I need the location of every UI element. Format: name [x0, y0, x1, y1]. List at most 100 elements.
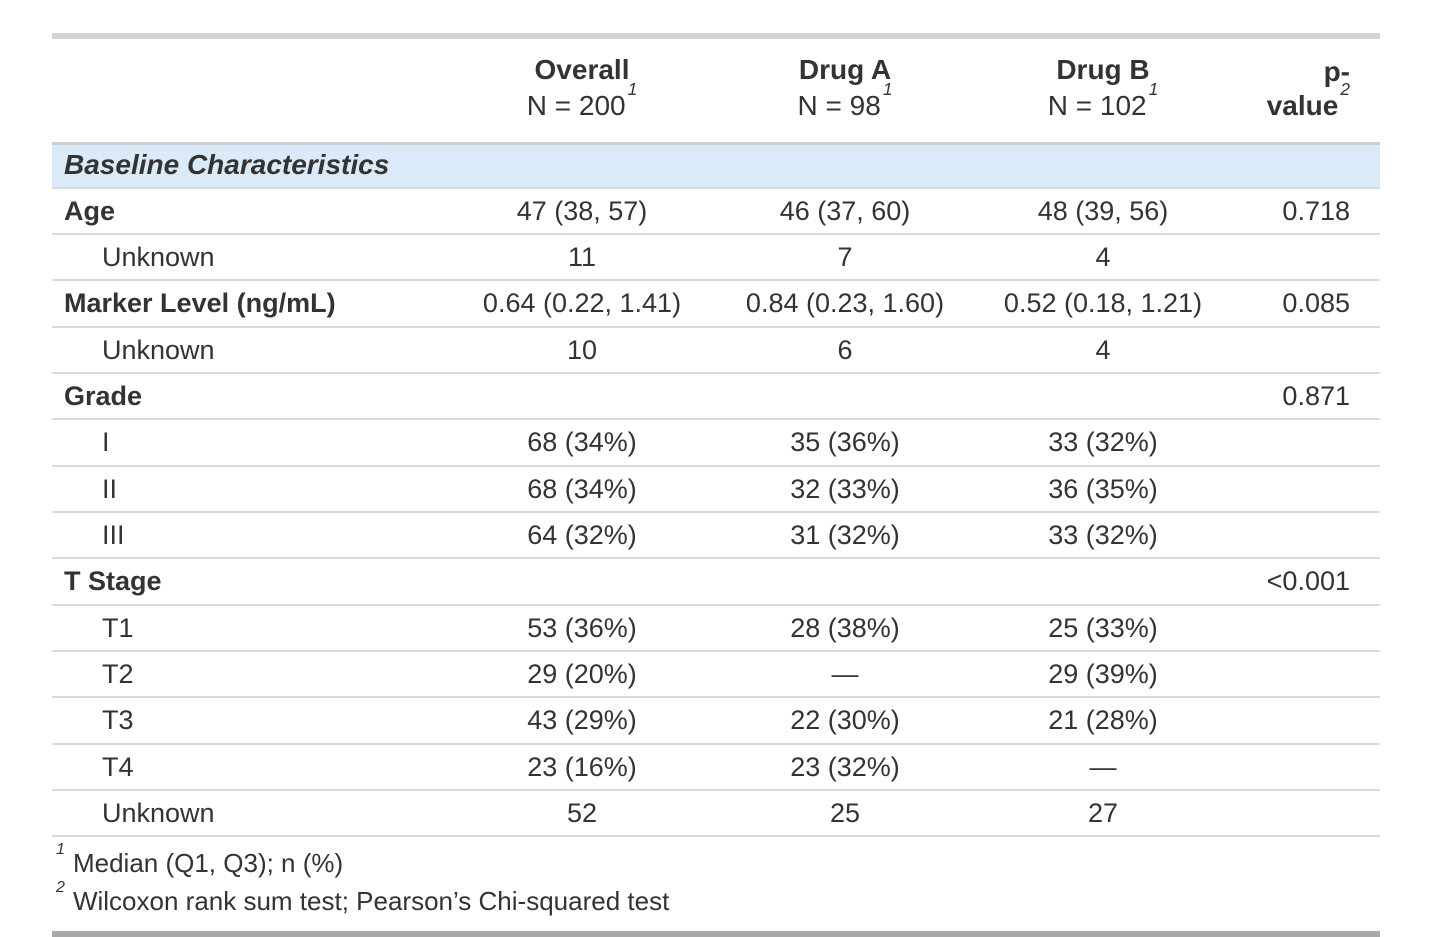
column-n: N = 1021 — [1047, 78, 1159, 121]
header-empty-cell — [52, 36, 440, 146]
table-row: Marker Level (ng/mL) 0.64 (0.22, 1.41) 0… — [52, 280, 1380, 328]
section-header-row: Baseline Characteristics — [52, 143, 1380, 189]
cell-drug-b: 33 (32%) — [966, 511, 1240, 560]
column-header-overall: Overall N = 2001 — [440, 36, 724, 146]
cell-drug-b: 29 (39%) — [966, 651, 1240, 699]
table-body: Baseline Characteristics Age 47 (38, 57)… — [52, 143, 1380, 838]
cell-drug-a: 23 (32%) — [724, 743, 966, 792]
column-label: Drug A — [798, 54, 892, 85]
table-row: Age 47 (38, 57) 46 (37, 60) 48 (39, 56) … — [52, 187, 1380, 235]
cell-drug-a: 32 (33%) — [724, 465, 966, 513]
row-label: Grade — [52, 372, 440, 421]
column-n: N = 981 — [797, 78, 893, 121]
cell-p-value — [1240, 511, 1380, 560]
row-label: T4 — [52, 743, 440, 792]
cell-overall: 11 — [440, 233, 724, 282]
cell-drug-a: 46 (37, 60) — [724, 187, 966, 235]
cell-p-value — [1240, 790, 1380, 838]
cell-p-value — [1240, 651, 1380, 699]
cell-overall: 68 (34%) — [440, 419, 724, 467]
table-row: T2 29 (20%) — 29 (39%) — [52, 651, 1380, 699]
row-label: Marker Level (ng/mL) — [52, 280, 440, 328]
column-label: Overall — [534, 54, 630, 85]
row-label: Unknown — [52, 233, 440, 282]
cell-drug-a: 28 (38%) — [724, 604, 966, 653]
table-row: T Stage <0.001 — [52, 558, 1380, 606]
cell-drug-a: 25 — [724, 790, 966, 838]
cell-overall: 0.64 (0.22, 1.41) — [440, 280, 724, 328]
cell-drug-b: — — [966, 743, 1240, 792]
cell-drug-a: 31 (32%) — [724, 511, 966, 560]
table-row: I 68 (34%) 35 (36%) 33 (32%) — [52, 419, 1380, 467]
table-row: Unknown 10 6 4 — [52, 326, 1380, 374]
cell-overall: 47 (38, 57) — [440, 187, 724, 235]
footnote-mark: 2 — [56, 877, 65, 896]
cell-p-value: 0.085 — [1240, 280, 1380, 328]
cell-overall: 53 (36%) — [440, 604, 724, 653]
footnote-1: 1 Median (Q1, Q3); n (%) — [56, 841, 1376, 883]
cell-drug-b: 27 — [966, 790, 1240, 838]
cell-overall: 64 (32%) — [440, 511, 724, 560]
footnote-mark: 1 — [627, 78, 638, 99]
cell-drug-a: 35 (36%) — [724, 419, 966, 467]
column-label: Drug B — [1056, 54, 1150, 85]
column-header-drug-b: Drug B N = 1021 — [966, 36, 1240, 146]
column-label: p-value — [1266, 56, 1350, 121]
footnote-mark: 1 — [56, 839, 65, 858]
cell-overall — [440, 558, 724, 606]
cell-drug-b: 33 (32%) — [966, 419, 1240, 467]
cell-drug-b — [966, 372, 1240, 421]
footnote-mark: 2 — [1340, 78, 1350, 99]
cell-p-value: 0.718 — [1240, 187, 1380, 235]
column-header-p-value: p-value2 — [1240, 36, 1380, 146]
cell-drug-a — [724, 372, 966, 421]
header-row: Overall N = 2001 Drug A N = 981 Drug B N… — [52, 36, 1380, 146]
column-n: N = 2001 — [526, 78, 638, 121]
cell-p-value: <0.001 — [1240, 558, 1380, 606]
table-row: III 64 (32%) 31 (32%) 33 (32%) — [52, 511, 1380, 560]
footnote-text: Median (Q1, Q3); n (%) — [72, 848, 344, 879]
cell-p-value — [1240, 233, 1380, 282]
footnote-text: Wilcoxon rank sum test; Pearson’s Chi-sq… — [72, 886, 670, 917]
table-header: Overall N = 2001 Drug A N = 981 Drug B N… — [52, 36, 1380, 146]
cell-drug-b: 25 (33%) — [966, 604, 1240, 653]
cell-drug-b: 4 — [966, 233, 1240, 282]
footnote-mark: 1 — [1148, 78, 1159, 99]
row-label: T Stage — [52, 558, 440, 606]
row-label: I — [52, 419, 440, 467]
cell-drug-b: 21 (28%) — [966, 697, 1240, 745]
table-row: Unknown 11 7 4 — [52, 233, 1380, 282]
cell-overall: 23 (16%) — [440, 743, 724, 792]
cell-drug-a: 0.84 (0.23, 1.60) — [724, 280, 966, 328]
cell-overall: 10 — [440, 326, 724, 374]
row-label: T2 — [52, 651, 440, 699]
cell-drug-a: 6 — [724, 326, 966, 374]
table-row: II 68 (34%) 32 (33%) 36 (35%) — [52, 465, 1380, 513]
cell-overall: 52 — [440, 790, 724, 838]
cell-drug-a: 22 (30%) — [724, 697, 966, 745]
cell-drug-a — [724, 558, 966, 606]
row-label: T1 — [52, 604, 440, 653]
cell-p-value — [1240, 743, 1380, 792]
cell-overall — [440, 372, 724, 421]
table-footer: 1 Median (Q1, Q3); n (%) 2 Wilcoxon rank s… — [52, 836, 1380, 934]
cell-p-value — [1240, 419, 1380, 467]
table-row: Unknown 52 25 27 — [52, 790, 1380, 838]
cell-overall: 29 (20%) — [440, 651, 724, 699]
row-label: II — [52, 465, 440, 513]
column-header-drug-a: Drug A N = 981 — [724, 36, 966, 146]
cell-p-value — [1240, 604, 1380, 653]
cell-drug-b: 48 (39, 56) — [966, 187, 1240, 235]
cell-overall: 68 (34%) — [440, 465, 724, 513]
table-row: T4 23 (16%) 23 (32%) — — [52, 743, 1380, 792]
cell-drug-b: 0.52 (0.18, 1.21) — [966, 280, 1240, 328]
footnote-mark: 1 — [882, 78, 893, 99]
table-row: T3 43 (29%) 22 (30%) 21 (28%) — [52, 697, 1380, 745]
cell-p-value: 0.871 — [1240, 372, 1380, 421]
table-row: Grade 0.871 — [52, 372, 1380, 421]
cell-overall: 43 (29%) — [440, 697, 724, 745]
cell-drug-a: — — [724, 651, 966, 699]
row-label: T3 — [52, 697, 440, 745]
cell-p-value — [1240, 697, 1380, 745]
cell-drug-a: 7 — [724, 233, 966, 282]
